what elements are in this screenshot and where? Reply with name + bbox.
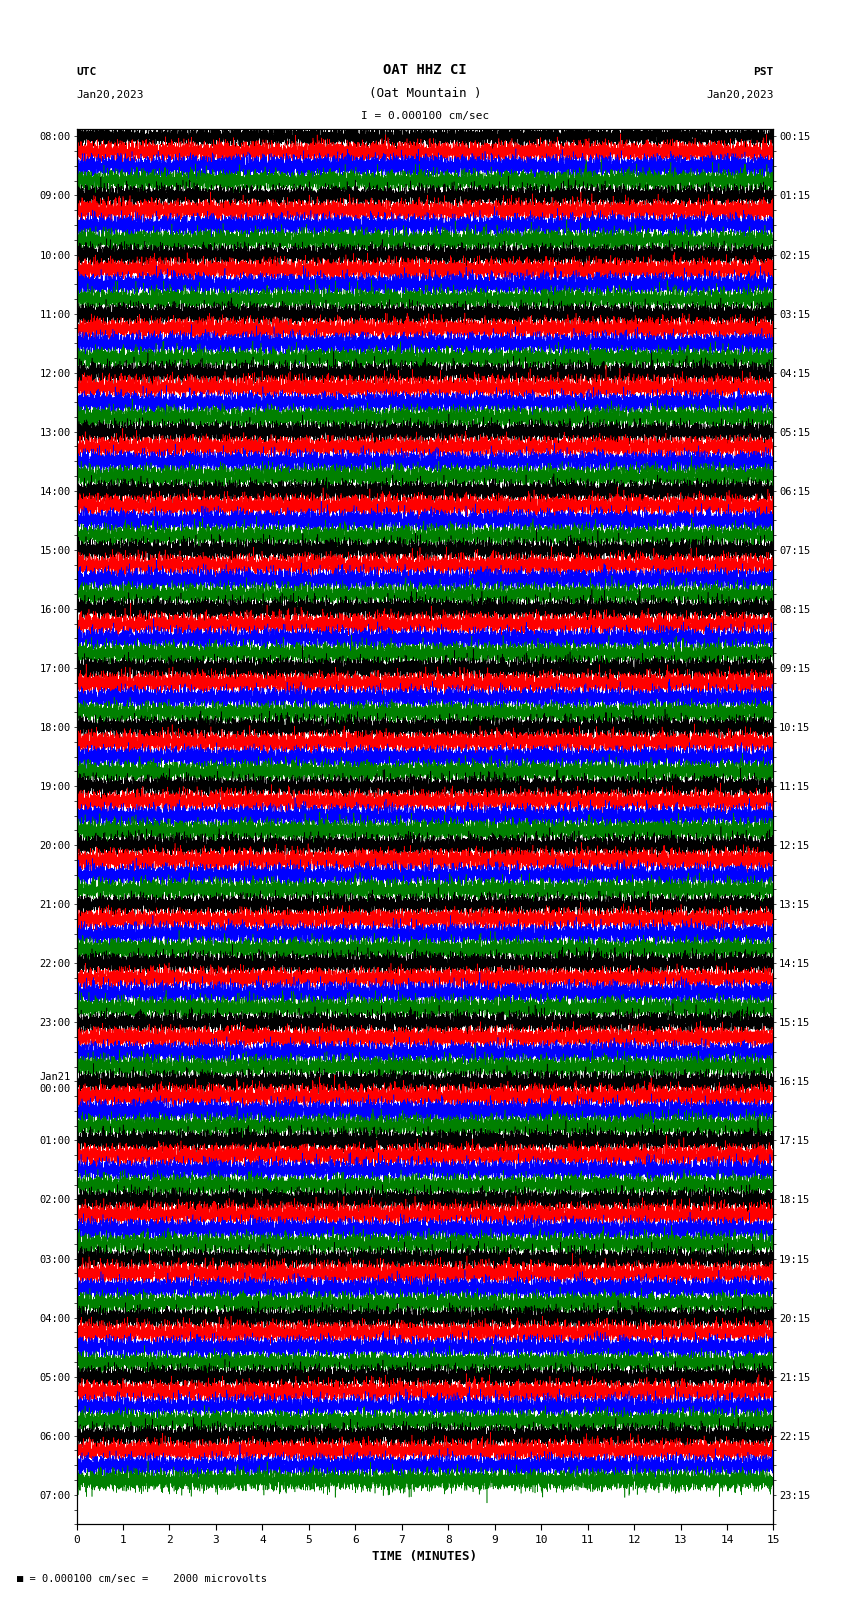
Text: (Oat Mountain ): (Oat Mountain )	[369, 87, 481, 100]
Text: Jan20,2023: Jan20,2023	[76, 90, 144, 100]
Text: I = 0.000100 cm/sec: I = 0.000100 cm/sec	[361, 111, 489, 121]
Text: OAT HHZ CI: OAT HHZ CI	[383, 63, 467, 77]
Text: ■ = 0.000100 cm/sec =    2000 microvolts: ■ = 0.000100 cm/sec = 2000 microvolts	[17, 1574, 267, 1584]
X-axis label: TIME (MINUTES): TIME (MINUTES)	[372, 1550, 478, 1563]
Text: UTC: UTC	[76, 68, 97, 77]
Text: Jan20,2023: Jan20,2023	[706, 90, 774, 100]
Text: PST: PST	[753, 68, 774, 77]
